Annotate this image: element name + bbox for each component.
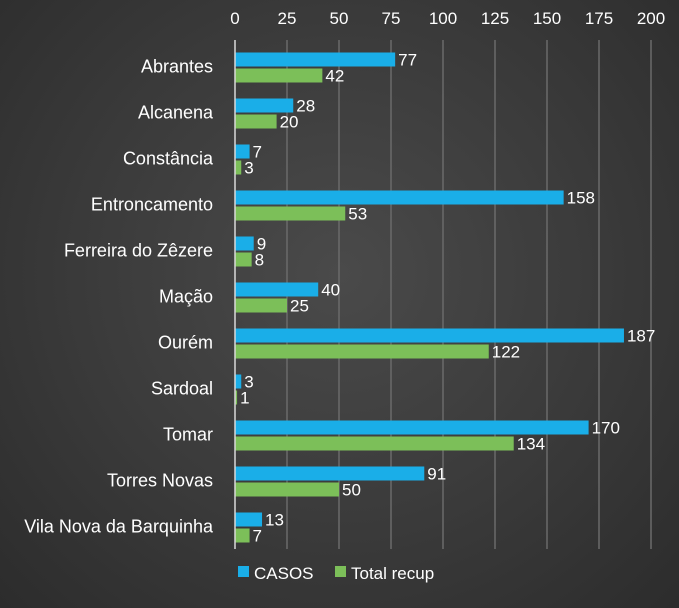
category-label: Alcanena — [138, 103, 214, 123]
data-label: 187 — [627, 327, 655, 346]
data-label: 170 — [592, 419, 620, 438]
bar-total-recup — [235, 390, 238, 405]
category-label: Torres Novas — [107, 471, 213, 491]
data-label: 7 — [253, 143, 262, 162]
bar-casos — [235, 144, 250, 159]
bar-casos — [235, 98, 294, 113]
data-label: 158 — [567, 189, 595, 208]
category-label: Ferreira do Zêzere — [64, 241, 213, 261]
x-tick-label-0: 0 — [230, 9, 239, 28]
category-label: Entroncamento — [91, 195, 213, 215]
data-label: 1 — [240, 389, 249, 408]
x-tick-label-125: 125 — [481, 9, 509, 28]
bar-casos — [235, 282, 319, 297]
x-tick-label-150: 150 — [533, 9, 561, 28]
data-label: 25 — [290, 297, 309, 316]
legend: CASOS Total recup — [238, 564, 434, 583]
bar-casos — [235, 374, 242, 389]
bar-total-recup — [235, 252, 252, 267]
category-label: Mação — [159, 287, 213, 307]
data-labels: 7742282073158539840251871223117013491501… — [240, 51, 655, 546]
x-tick-label-75: 75 — [382, 9, 401, 28]
category-label: Abrantes — [141, 57, 213, 77]
bar-casos — [235, 52, 396, 67]
legend-swatch-casos — [238, 566, 249, 577]
gridlines — [286, 40, 652, 549]
bar-total-recup — [235, 160, 242, 175]
category-label: Tomar — [163, 425, 213, 445]
bar-total-recup — [235, 298, 287, 313]
category-label: Vila Nova da Barquinha — [24, 517, 214, 537]
category-label: Ourém — [158, 333, 213, 353]
bar-casos — [235, 420, 589, 435]
data-label: 7 — [253, 527, 262, 546]
data-label: 13 — [265, 511, 284, 530]
data-label: 8 — [255, 251, 264, 270]
bar-total-recup — [235, 114, 277, 129]
category-labels: Abrantes Alcanena Constância Entroncamento F… — [24, 57, 214, 537]
bar-total-recup — [235, 68, 323, 83]
bar-casos — [235, 466, 425, 481]
legend-label: CASOS — [254, 564, 314, 583]
legend-label: Total recup — [351, 564, 434, 583]
bar-total-recup — [235, 206, 346, 221]
category-label: Constância — [123, 149, 214, 169]
data-label: 20 — [280, 113, 299, 132]
bar-total-recup — [235, 436, 514, 451]
category-label: Sardoal — [151, 379, 213, 399]
x-tick-label-50: 50 — [330, 9, 349, 28]
bar-total-recup — [235, 344, 489, 359]
data-label: 42 — [325, 67, 344, 86]
legend-swatch-total-recup — [335, 566, 346, 577]
data-label: 134 — [517, 435, 545, 454]
data-label: 122 — [492, 343, 520, 362]
x-axis-ticks: 0 25 50 75 100 125 150 175 200 — [230, 9, 665, 28]
data-label: 3 — [244, 159, 253, 178]
x-tick-label-100: 100 — [429, 9, 457, 28]
data-label: 91 — [427, 465, 446, 484]
bar-total-recup — [235, 482, 339, 497]
data-label: 3 — [244, 373, 253, 392]
x-tick-label-25: 25 — [278, 9, 297, 28]
data-label: 53 — [348, 205, 367, 224]
x-tick-label-200: 200 — [637, 9, 665, 28]
bar-total-recup — [235, 528, 250, 543]
bar-casos — [235, 328, 624, 343]
data-label: 40 — [321, 281, 340, 300]
data-label: 9 — [257, 235, 266, 254]
bar-casos — [235, 190, 564, 205]
data-label: 77 — [398, 51, 417, 70]
bars — [235, 52, 624, 543]
data-label: 50 — [342, 481, 361, 500]
x-tick-label-175: 175 — [585, 9, 613, 28]
data-label: 28 — [296, 97, 315, 116]
bar-casos — [235, 512, 263, 527]
bar-casos — [235, 236, 254, 251]
